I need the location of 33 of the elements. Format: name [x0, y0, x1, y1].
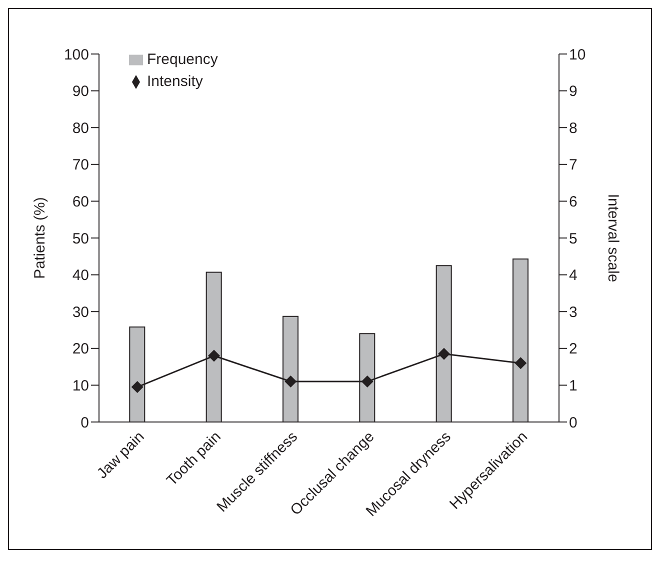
y2-tick-label: 6 — [569, 194, 578, 211]
y2-tick-label: 9 — [569, 83, 578, 100]
y-axis-title: Patients (%) — [31, 197, 48, 279]
y-tick-label: 40 — [72, 267, 89, 284]
legend-label: Intensity — [147, 73, 203, 90]
y-tick-label: 0 — [80, 414, 89, 432]
x-tick-label: Jaw pain — [94, 428, 148, 482]
y-tick-label: 100 — [64, 46, 89, 64]
y2-tick-label: 5 — [569, 230, 578, 248]
point — [284, 376, 297, 388]
point — [361, 376, 374, 388]
y-tick-label: 10 — [72, 378, 89, 395]
y-tick-label: 90 — [72, 83, 89, 100]
y2-tick-label: 8 — [569, 120, 578, 137]
y2-tick-label: 1 — [569, 378, 578, 395]
point — [208, 350, 220, 362]
point — [514, 357, 527, 370]
y-tick-label: 70 — [72, 156, 89, 174]
y-tick-label: 20 — [72, 340, 89, 358]
y2-axis-title: Interval scale — [604, 194, 622, 282]
y2-tick-label: 0 — [569, 414, 578, 432]
point — [438, 348, 450, 360]
y-tick-label: 50 — [72, 230, 89, 248]
y2-tick-label: 2 — [569, 340, 578, 358]
y2-tick-label: 7 — [569, 156, 578, 174]
y-tick-label: 30 — [72, 304, 89, 321]
legend-label: Frequency — [147, 51, 218, 68]
y2-tick-label: 10 — [569, 46, 586, 64]
y-tick-label: 80 — [72, 120, 89, 137]
y2-tick-label: 3 — [569, 304, 578, 321]
y2-tick-label: 4 — [569, 267, 578, 284]
point — [131, 381, 144, 394]
y-tick-label: 60 — [72, 194, 89, 211]
